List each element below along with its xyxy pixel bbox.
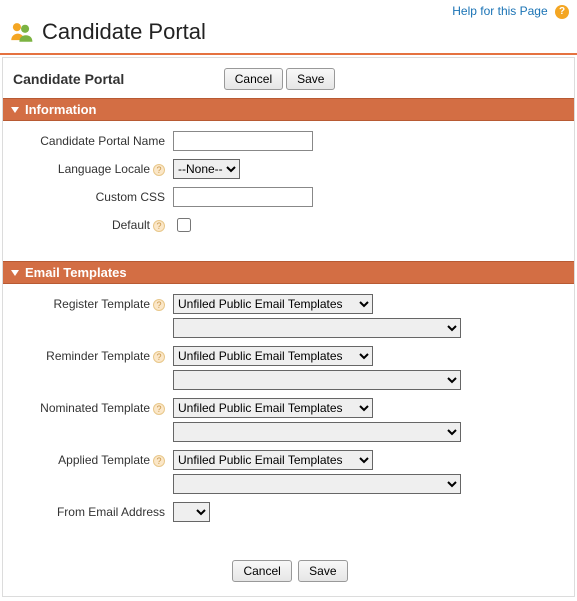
chevron-down-icon <box>11 270 19 276</box>
chevron-down-icon <box>11 107 19 113</box>
label-default: Default? <box>13 215 173 232</box>
header-divider <box>0 53 577 55</box>
help-hint-icon[interactable]: ? <box>153 351 165 363</box>
register-template-select[interactable] <box>173 318 461 338</box>
help-link[interactable]: Help for this Page <box>452 4 547 18</box>
applied-folder-select[interactable]: Unfiled Public Email Templates <box>173 450 373 470</box>
save-button[interactable]: Save <box>286 68 335 90</box>
reminder-folder-select[interactable]: Unfiled Public Email Templates <box>173 346 373 366</box>
applied-template-select[interactable] <box>173 474 461 494</box>
reminder-template-select[interactable] <box>173 370 461 390</box>
help-hint-icon[interactable]: ? <box>153 455 165 467</box>
portal-icon <box>8 19 34 45</box>
label-register-template: Register Template? <box>13 294 173 311</box>
from-email-select[interactable] <box>173 502 210 522</box>
page-title: Candidate Portal <box>42 19 206 45</box>
portal-name-input[interactable] <box>173 131 313 151</box>
default-checkbox[interactable] <box>177 218 191 232</box>
save-button-bottom[interactable]: Save <box>298 560 347 582</box>
label-nominated-template: Nominated Template? <box>13 398 173 415</box>
help-hint-icon[interactable]: ? <box>153 220 165 232</box>
custom-css-input[interactable] <box>173 187 313 207</box>
cancel-button[interactable]: Cancel <box>224 68 283 90</box>
label-reminder-template: Reminder Template? <box>13 346 173 363</box>
label-from-email: From Email Address <box>13 502 173 519</box>
help-hint-icon[interactable]: ? <box>153 403 165 415</box>
language-locale-select[interactable]: --None-- <box>173 159 240 179</box>
cancel-button-bottom[interactable]: Cancel <box>232 560 291 582</box>
label-portal-name: Candidate Portal Name <box>13 131 173 148</box>
nominated-template-select[interactable] <box>173 422 461 442</box>
subheader-title: Candidate Portal <box>13 71 221 87</box>
label-applied-template: Applied Template? <box>13 450 173 467</box>
section-information[interactable]: Information <box>3 98 574 121</box>
help-icon[interactable]: ? <box>555 5 569 19</box>
label-custom-css: Custom CSS <box>13 187 173 204</box>
register-folder-select[interactable]: Unfiled Public Email Templates <box>173 294 373 314</box>
help-hint-icon[interactable]: ? <box>153 299 165 311</box>
help-hint-icon[interactable]: ? <box>153 164 165 176</box>
section-email-templates[interactable]: Email Templates <box>3 261 574 284</box>
nominated-folder-select[interactable]: Unfiled Public Email Templates <box>173 398 373 418</box>
label-language-locale: Language Locale? <box>13 159 173 176</box>
